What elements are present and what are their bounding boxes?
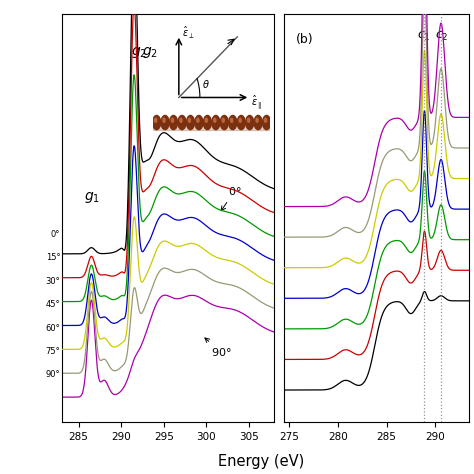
Text: $c_1$: $c_1$ (417, 30, 430, 43)
Text: 0°: 0° (51, 230, 60, 239)
Text: $90°$: $90°$ (205, 338, 231, 358)
Text: 45°: 45° (46, 301, 60, 310)
Text: $g_2$: $g_2$ (143, 46, 158, 60)
Text: 75°: 75° (46, 347, 60, 356)
Text: (b): (b) (295, 33, 313, 46)
Text: Energy (eV): Energy (eV) (218, 454, 304, 469)
Text: 60°: 60° (46, 324, 60, 333)
Text: $c_2$: $c_2$ (435, 30, 448, 43)
Text: $g_2$: $g_2$ (131, 46, 147, 60)
Text: $0°$: $0°$ (221, 185, 241, 211)
Text: 90°: 90° (46, 370, 60, 379)
Text: 30°: 30° (46, 276, 60, 285)
Text: $g_1$: $g_1$ (84, 190, 100, 204)
Text: 15°: 15° (46, 253, 60, 262)
